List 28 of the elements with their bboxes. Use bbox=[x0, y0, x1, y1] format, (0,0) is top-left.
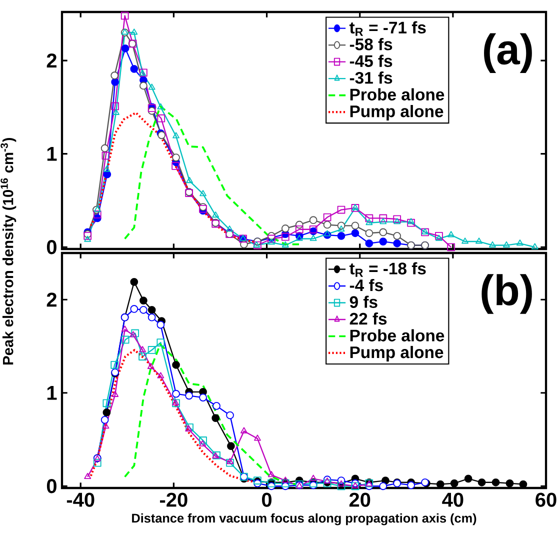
y-tick-label: 2 bbox=[46, 54, 56, 68]
legend-label: Probe alone bbox=[350, 88, 444, 100]
legend-label: -58 fs bbox=[350, 38, 392, 50]
legend-label: Probe alone bbox=[350, 329, 444, 342]
y-tick-label: 2 bbox=[46, 292, 56, 307]
legend-label: Pump alone bbox=[350, 346, 444, 362]
legend-label: t$_{R}$ = -18 fs bbox=[349, 262, 426, 277]
y-tick-label: 1 bbox=[47, 146, 57, 161]
annotation: (a) bbox=[484, 33, 532, 74]
legend-label: 9 fs bbox=[350, 296, 378, 308]
y-tick-label: 0 bbox=[46, 240, 56, 254]
y-tick-label: 1 bbox=[47, 386, 57, 400]
y-tick-label: 0 bbox=[46, 479, 56, 494]
x-tick-label: 0 bbox=[262, 492, 272, 507]
x-tick-label: 60 bbox=[536, 492, 556, 507]
legend-label: t$_{R}$ = -71 fs bbox=[349, 21, 426, 36]
y-axis-title: Peak electron density (10$^{16}$ cm$^{-3}$) bbox=[0, 138, 16, 364]
x-tick-label: -40 bbox=[66, 492, 94, 507]
x-tick-label: 20 bbox=[349, 492, 370, 507]
x-axis-title: Distance from vacuum focus along propagation axis (cm) bbox=[132, 513, 476, 526]
annotation: (b) bbox=[482, 274, 532, 314]
legend-label: -45 fs bbox=[350, 54, 392, 68]
legend-label: -4 fs bbox=[350, 278, 383, 292]
x-tick-label: -20 bbox=[160, 492, 188, 507]
legend-label: -31 fs bbox=[350, 71, 392, 84]
legend-label: Pump alone bbox=[350, 104, 444, 121]
legend-label: 22 fs bbox=[350, 312, 387, 325]
x-tick-label: 40 bbox=[442, 492, 464, 507]
